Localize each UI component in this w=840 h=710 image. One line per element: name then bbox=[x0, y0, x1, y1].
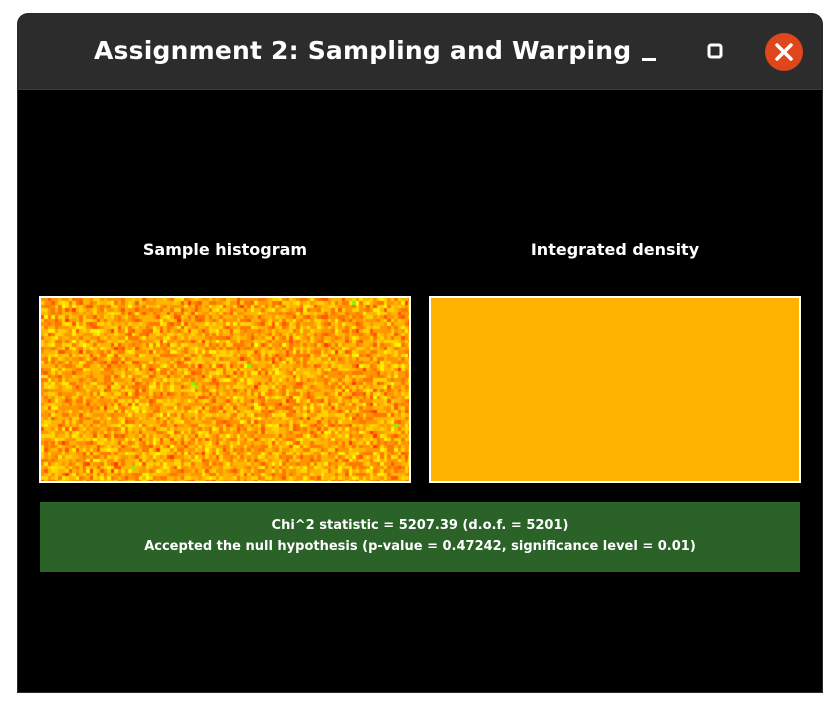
sample-histogram-canvas bbox=[41, 298, 409, 481]
sample-histogram-title: Sample histogram bbox=[142, 240, 308, 259]
sample-histogram-image bbox=[39, 296, 411, 483]
minimize-button[interactable] bbox=[630, 33, 668, 71]
window-title: Assignment 2: Sampling and Warping bbox=[94, 36, 632, 65]
chi2-statistic-text: Chi^2 statistic = 5207.39 (d.o.f. = 5201… bbox=[271, 518, 569, 533]
maximize-button[interactable] bbox=[696, 33, 734, 71]
close-button[interactable] bbox=[765, 33, 803, 71]
integrated-density-title: Integrated density bbox=[530, 240, 700, 259]
integrated-density-image bbox=[429, 296, 801, 483]
maximize-icon bbox=[707, 43, 723, 59]
hypothesis-result-text: Accepted the null hypothesis (p-value = … bbox=[144, 539, 696, 554]
app-window: Assignment 2: Sampling and Warping Sampl… bbox=[18, 14, 822, 692]
minimize-icon bbox=[642, 58, 656, 61]
close-icon bbox=[775, 43, 793, 61]
chi2-result-banner: Chi^2 statistic = 5207.39 (d.o.f. = 5201… bbox=[40, 502, 800, 572]
title-bar[interactable]: Assignment 2: Sampling and Warping bbox=[18, 14, 822, 90]
main-content: Sample histogram Integrated density Chi^… bbox=[18, 90, 822, 692]
